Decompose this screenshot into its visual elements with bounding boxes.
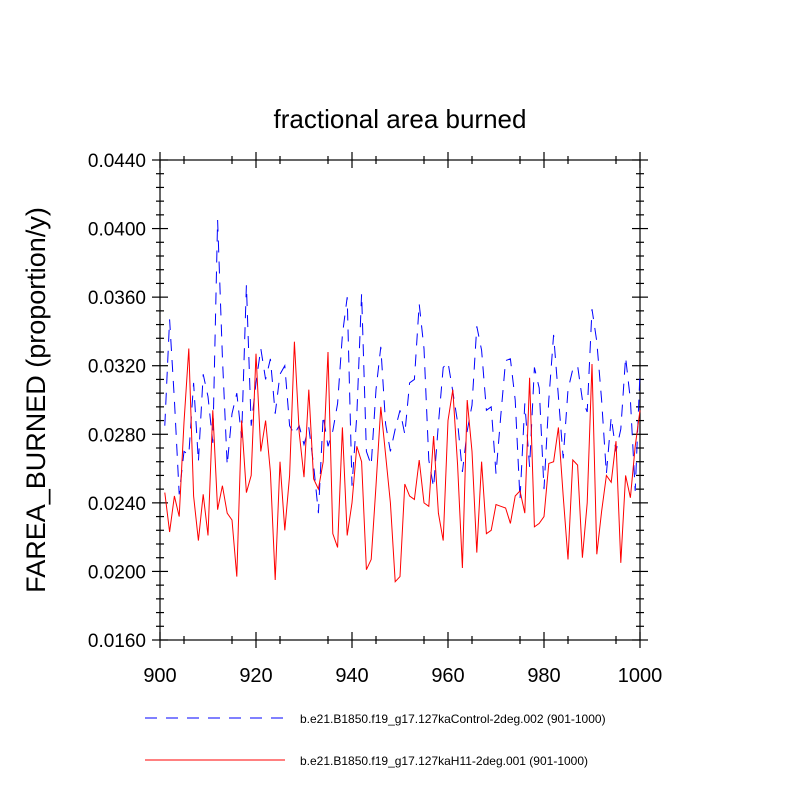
chart-title: fractional area burned — [274, 104, 527, 134]
x-tick-label: 1000 — [618, 665, 663, 687]
y-tick-label: 0.0160 — [88, 631, 146, 652]
series-line-2 — [164, 341, 641, 583]
y-tick-label: 0.0280 — [88, 425, 146, 446]
y-tick-label: 0.0400 — [88, 220, 146, 241]
x-tick-label: 960 — [431, 665, 464, 687]
x-tick-label: 920 — [239, 665, 272, 687]
axis-ticks — [152, 152, 648, 648]
axis-tick-labels: 900 920 940 960 980 1000 0.0160 0.0200 0.0240 0.0… — [88, 151, 662, 687]
legend-label-2: b.e21.B1850.f19_g17.127kaH11-2deg.001 (9… — [300, 754, 588, 768]
y-tick-label: 0.0320 — [88, 357, 146, 378]
y-tick-label: 0.0200 — [88, 562, 146, 583]
x-tick-label: 900 — [143, 665, 176, 687]
plot-area — [159, 159, 641, 641]
x-tick-label: 940 — [335, 665, 368, 687]
legend: b.e21.B1850.f19_g17.127kaControl-2deg.00… — [145, 712, 606, 768]
plot-frame — [159, 159, 641, 641]
y-tick-label: 0.0360 — [88, 288, 146, 309]
y-tick-label: 0.0240 — [88, 494, 146, 515]
y-tick-label: 0.0440 — [88, 151, 146, 172]
series-lines — [164, 219, 641, 583]
series-line-1 — [164, 219, 641, 514]
legend-label-1: b.e21.B1850.f19_g17.127kaControl-2deg.00… — [300, 712, 606, 726]
x-tick-label: 980 — [527, 665, 560, 687]
y-axis-label: FAREA_BURNED (proportion/y) — [21, 207, 51, 593]
